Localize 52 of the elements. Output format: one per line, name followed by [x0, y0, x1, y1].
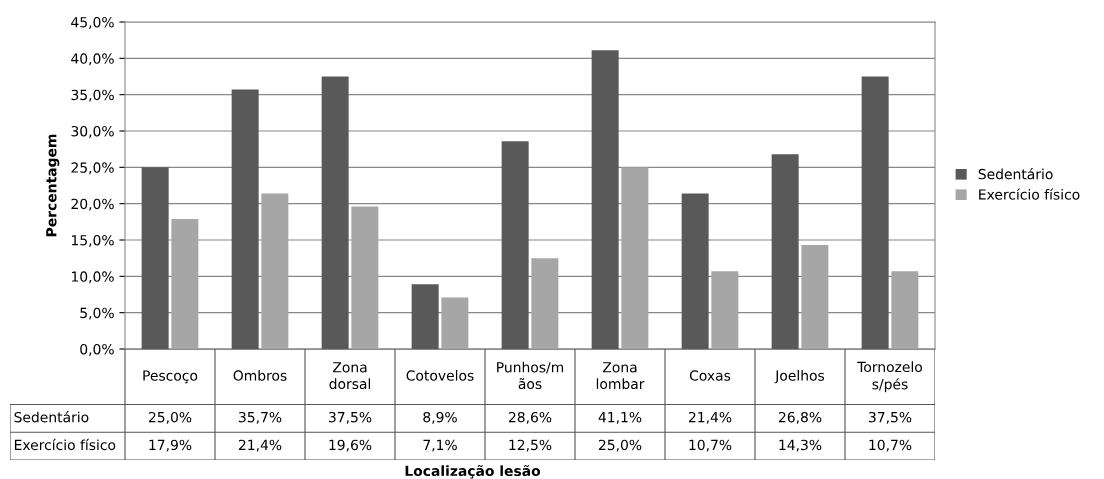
data-label: 14,3%	[779, 439, 822, 452]
data-label: 25,0%	[598, 439, 642, 452]
data-label: 41,1%	[598, 411, 642, 424]
legend-label: Sedentário	[978, 168, 1053, 180]
x-tick-label: Punhos/m ãos	[497, 361, 564, 390]
x-tick-label: Tornozelo s/pés	[857, 361, 923, 393]
bar	[531, 258, 559, 349]
bar	[171, 218, 199, 349]
bar	[441, 297, 469, 349]
text: Sedentário	[14, 411, 89, 423]
data-label: 35,7%	[239, 411, 282, 424]
y-tick-label: 30,0%	[71, 125, 114, 138]
x-tick-label: Zona lombar	[596, 362, 645, 390]
x-tick-label: Ombros	[233, 370, 287, 381]
data-label: 28,6%	[508, 411, 552, 424]
bar	[711, 271, 739, 349]
bar	[261, 193, 289, 349]
text: Localização lesão	[405, 465, 541, 479]
data-label: 17,9%	[149, 439, 192, 452]
y-tick-label: 15,0%	[71, 234, 114, 247]
bar	[351, 206, 379, 349]
data-label: 10,7%	[869, 439, 912, 452]
data-label: 8,9%	[423, 411, 457, 424]
data-label: 37,5%	[329, 411, 372, 424]
y-tick-label: 10,0%	[71, 271, 114, 284]
data-label: 19,6%	[329, 439, 372, 452]
x-tick-label: Pescoço	[143, 370, 198, 384]
data-label: 26,8%	[778, 411, 822, 424]
data-label: 21,4%	[688, 411, 732, 424]
bar	[621, 167, 649, 349]
bar	[891, 271, 919, 349]
y-tick-label: 5,0%	[80, 307, 114, 320]
y-tick-label: 20,0%	[71, 198, 114, 211]
legend-label: Exercício físico	[979, 188, 1080, 200]
data-label: 10,7%	[689, 439, 732, 452]
x-tick-label: Joelhos	[774, 370, 825, 384]
data-label: 12,5%	[509, 439, 552, 452]
x-tick-label: Cotovelos	[406, 370, 474, 381]
x-tick-label: Zona dorsal	[329, 362, 371, 390]
y-tick-label: 35,0%	[71, 89, 114, 102]
text: Exercício físico	[14, 438, 116, 451]
y-tick-label: 45,0%	[71, 16, 114, 29]
y-tick-label: 25,0%	[71, 162, 114, 175]
y-tick-label: 0,0%	[80, 343, 114, 356]
y-tick-label: 40,0%	[71, 53, 114, 66]
y-axis-title: Percentagem	[46, 134, 60, 237]
bar	[801, 245, 829, 349]
data-label: 21,4%	[238, 439, 282, 452]
data-label: 7,1%	[423, 439, 457, 452]
data-label: 37,5%	[869, 411, 912, 424]
data-label: 25,0%	[148, 411, 192, 424]
x-tick-label: Coxas	[689, 370, 731, 381]
